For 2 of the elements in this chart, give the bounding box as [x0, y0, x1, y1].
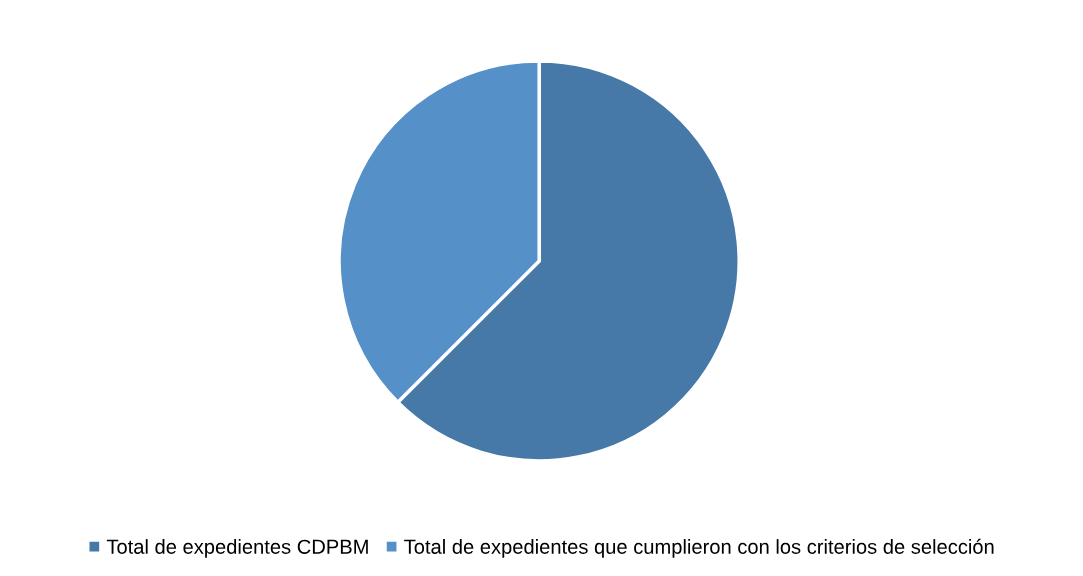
legend-label: Total de expedientes que cumplieron con los criterios de selección: [404, 538, 994, 558]
legend-label: Total de expedientes CDPBM: [106, 539, 368, 558]
